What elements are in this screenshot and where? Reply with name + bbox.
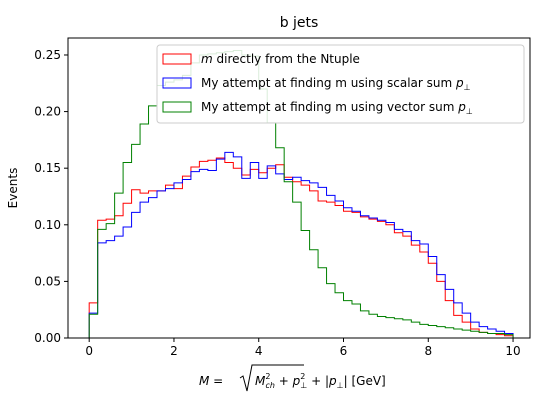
legend-label-1: My attempt at finding m using scalar sum… [201, 76, 471, 92]
axes: 0 2 4 6 8 10 0.00 0.05 0.10 0.15 0.20 0.25 [34, 48, 520, 358]
x-tick-label: 10 [505, 344, 520, 358]
x-tick-label: 0 [85, 344, 93, 358]
y-tick-label: 0.20 [34, 105, 61, 119]
y-tick-label: 0.00 [34, 331, 61, 345]
plot-frame [67, 37, 531, 339]
legend-swatch-1 [162, 77, 192, 89]
legend: m directly from the Ntuple My attempt at … [156, 44, 525, 124]
legend-swatch-2 [162, 101, 192, 113]
y-tick-label: 0.25 [34, 48, 61, 62]
legend-box [156, 44, 525, 124]
chart-title: b jets [280, 15, 319, 31]
series-1-step-outline [88, 151, 514, 338]
y-tick-label: 0.05 [34, 274, 61, 288]
x-tick-label: 6 [340, 344, 348, 358]
y-tick-label: 0.15 [34, 161, 61, 175]
y-axis-label: Events [6, 168, 20, 209]
x-tick-label: 4 [255, 344, 263, 358]
y-tick-label: 0.10 [34, 218, 61, 232]
legend-label-2: My attempt at finding m using vector sum… [201, 100, 473, 116]
legend-swatch-0 [162, 53, 192, 65]
series-0-step-outline [88, 157, 514, 338]
x-tick-label: 8 [424, 344, 432, 358]
x-tick-label: 2 [170, 344, 178, 358]
legend-label-0: m directly from the Ntuple [201, 52, 360, 66]
x-axis-label: M = M2 ch + p2 ⊥ + |p⊥| [GeV] [199, 364, 386, 392]
svg-text:M =: M = [199, 374, 223, 388]
